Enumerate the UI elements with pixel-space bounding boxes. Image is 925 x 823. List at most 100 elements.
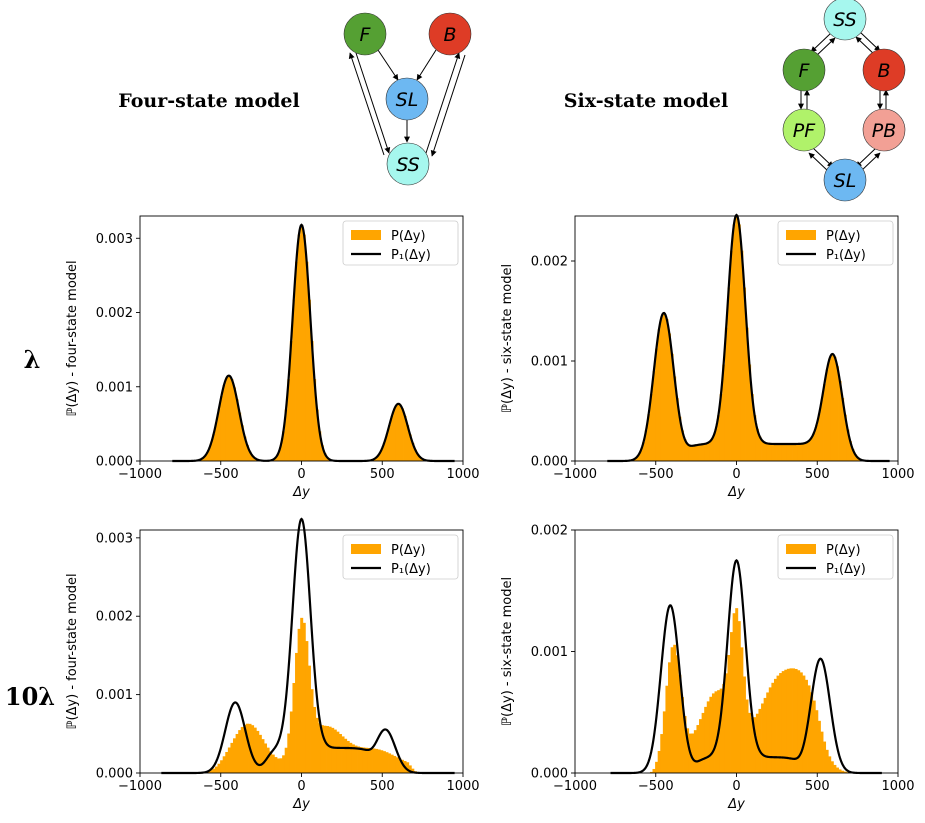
histogram-bar: [704, 706, 708, 773]
node-B-six-label: B: [877, 60, 890, 82]
legend-entry-curve: P₁(Δy): [391, 248, 431, 263]
histogram-bar: [393, 755, 397, 773]
legend-entry-curve: P₁(Δy): [826, 248, 866, 263]
four-state-diagram: F B SL SS: [343, 12, 472, 186]
histogram-bar: [344, 738, 348, 773]
histogram-bar: [709, 440, 713, 461]
histogram-bar: [282, 431, 286, 461]
histogram-bar: [222, 385, 226, 461]
histogram-bar: [390, 415, 394, 461]
histogram-bar: [411, 442, 415, 461]
histogram-bar: [406, 425, 410, 461]
node-SS-six-label: SS: [833, 9, 856, 31]
histogram-bar: [706, 442, 710, 461]
x-tick-label: 0: [732, 467, 740, 482]
histogram-bar: [699, 719, 703, 773]
histogram-bar: [227, 375, 231, 461]
six-state-title: Six-state model: [564, 90, 728, 112]
histogram-bar: [276, 758, 280, 773]
histogram-bar: [686, 728, 690, 773]
histogram-bar: [302, 234, 306, 461]
histogram-bar: [781, 444, 785, 461]
histogram-bar: [251, 455, 255, 461]
histogram-bar: [776, 444, 780, 461]
histogram-bar: [338, 734, 342, 773]
node-F-four-label: F: [360, 24, 372, 46]
histogram-bar: [310, 341, 314, 461]
histogram-bar: [328, 726, 332, 773]
histogram-bar: [823, 741, 827, 773]
histogram-bar: [357, 746, 361, 773]
histogram-bar: [823, 384, 827, 461]
histogram-bar: [318, 723, 322, 773]
histogram-bar: [673, 644, 677, 773]
y-tick-label: 0.002: [531, 524, 568, 539]
x-tick-label: 0: [297, 779, 305, 794]
histogram-1: [626, 215, 868, 461]
histogram-bar: [367, 747, 371, 773]
curve-line-3: [610, 558, 882, 775]
legend: P(Δy) P₁(Δy): [342, 534, 459, 580]
histogram-bar: [369, 748, 373, 773]
histogram-bar: [284, 747, 288, 773]
x-tick-label: −500: [638, 467, 674, 482]
histogram-bar: [209, 770, 213, 773]
histogram-2: [202, 617, 417, 773]
histogram-bar: [714, 428, 718, 461]
histogram-bar: [807, 440, 811, 461]
histogram-bar: [810, 692, 814, 773]
histogram-bar: [691, 445, 695, 461]
histogram-bar: [655, 348, 659, 461]
histogram-bar: [313, 379, 317, 461]
x-tick-label: −1000: [118, 779, 162, 794]
histogram-bar: [238, 412, 242, 461]
row-label-lambda: λ: [24, 345, 41, 374]
histogram-bar: [693, 730, 697, 773]
histogram-bar: [346, 740, 350, 773]
x-tick-label: 0: [732, 779, 740, 794]
histogram-0: [194, 224, 433, 461]
six-state-diagram: SS F B PF PB SL: [782, 0, 906, 202]
histogram-bar: [724, 673, 728, 773]
histogram-bar: [411, 768, 415, 773]
histogram-bar: [781, 671, 785, 773]
histogram-bar: [792, 668, 796, 773]
histogram-bar: [284, 409, 288, 461]
chart-3: −1000 −500 0 500 1000 0.000 0.001 0.002 Δy ℙ(Δy) …: [500, 524, 915, 813]
histogram-bar: [315, 409, 319, 461]
histogram-bar: [709, 696, 713, 773]
legend-entry-histogram: P(Δy): [391, 543, 426, 558]
histogram-bar: [817, 413, 821, 461]
histogram-bar: [382, 751, 386, 773]
histogram-bar: [670, 647, 674, 773]
y-tick-label: 0.001: [96, 380, 133, 395]
histogram-bar: [763, 442, 767, 461]
x-tick-label: −500: [638, 779, 674, 794]
histogram-bar: [364, 747, 368, 773]
histogram-bar: [833, 764, 837, 773]
histogram-bar: [846, 429, 850, 461]
histogram-bar: [202, 457, 205, 461]
histogram-bar: [784, 444, 788, 461]
histogram-bar: [393, 408, 397, 461]
histogram-bar: [660, 316, 664, 461]
histogram-bar: [642, 442, 646, 461]
histogram-bar: [833, 356, 837, 461]
histogram-bar: [634, 458, 638, 461]
histogram-bar: [737, 621, 741, 773]
legend-entry-histogram: P(Δy): [826, 543, 861, 558]
histogram-bar: [400, 408, 404, 461]
x-tick-label: 500: [370, 467, 395, 482]
histogram-bar: [761, 703, 765, 773]
chart-0: −1000 −500 0 500 1000 0.000 0.001 0.002 0.003 Δy ℙ…: [65, 215, 480, 500]
y-tick-label: 0.001: [531, 355, 568, 370]
histogram-bar: [740, 647, 744, 773]
histogram-bar: [287, 379, 291, 461]
histogram-bar: [771, 682, 775, 773]
y-axis-label: ℙ(Δy) - six-state model: [500, 577, 515, 726]
histogram-bar: [398, 758, 402, 773]
histogram-bar: [279, 445, 283, 461]
node-PB-six-label: PB: [872, 120, 897, 142]
histogram-bar: [212, 433, 216, 461]
histogram-bar: [657, 329, 661, 461]
